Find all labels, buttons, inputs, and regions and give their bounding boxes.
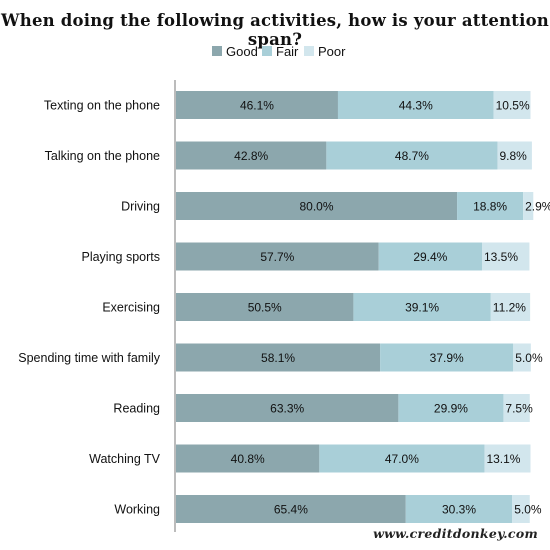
bar-segment-good xyxy=(176,394,399,422)
category-label: Reading xyxy=(113,402,160,416)
bar-segment-poor xyxy=(513,343,531,372)
category-label: Talking on the phone xyxy=(45,149,160,163)
data-label-fair: 44.3% xyxy=(399,99,433,113)
data-label-poor: 10.5% xyxy=(496,99,530,113)
data-label-poor: 5.0% xyxy=(514,503,542,517)
bar-segment-good xyxy=(176,192,458,220)
bar-segment-poor xyxy=(490,293,531,321)
data-label-fair: 18.8% xyxy=(473,200,507,214)
category-label: Playing sports xyxy=(81,250,160,264)
data-label-poor: 2.9% xyxy=(525,200,550,214)
bar-segment-good xyxy=(176,343,381,372)
data-label-fair: 30.3% xyxy=(442,503,476,517)
data-label-good: 57.7% xyxy=(260,250,294,264)
data-label-poor: 13.5% xyxy=(484,250,518,264)
legend-swatch-fair xyxy=(262,46,272,56)
bar-segment-poor xyxy=(482,242,530,271)
data-label-good: 58.1% xyxy=(261,351,295,365)
data-label-poor: 7.5% xyxy=(505,402,533,416)
category-label: Working xyxy=(114,503,160,517)
bar-segment-poor xyxy=(484,444,531,473)
category-label: Spending time with family xyxy=(18,351,160,365)
legend-swatch-good xyxy=(212,46,222,56)
legend: Good Fair Poor xyxy=(0,43,550,61)
watermark: www.creditdonkey.com xyxy=(373,526,538,541)
bar-segment-fair xyxy=(398,394,504,422)
data-label-poor: 5.0% xyxy=(515,351,543,365)
bar-segment-fair xyxy=(326,141,498,170)
category-label: Exercising xyxy=(102,301,160,315)
data-label-good: 50.5% xyxy=(248,301,282,315)
bar-segment-fair xyxy=(378,242,483,271)
chart-title: When doing the following activities, how… xyxy=(1,11,549,49)
category-label: Watching TV xyxy=(89,452,161,466)
data-label-good: 42.8% xyxy=(234,149,268,163)
bar-segment-good xyxy=(176,444,320,473)
bar-segment-poor xyxy=(493,91,531,119)
data-label-good: 46.1% xyxy=(240,99,274,113)
legend-swatch-poor xyxy=(304,46,314,56)
legend-label-fair: Fair xyxy=(276,43,299,59)
bar-segment-good xyxy=(176,495,406,523)
bar-segment-fair xyxy=(337,91,494,119)
bar-segment-fair xyxy=(457,192,524,220)
data-label-good: 80.0% xyxy=(300,200,334,214)
data-label-poor: 11.2% xyxy=(493,301,526,315)
data-label-fair: 37.9% xyxy=(430,351,464,365)
category-label: Driving xyxy=(121,200,160,214)
data-label-fair: 29.9% xyxy=(434,402,468,416)
data-label-good: 65.4% xyxy=(274,503,308,517)
bar-segment-good xyxy=(176,91,338,119)
legend-label-good: Good xyxy=(226,43,258,59)
data-label-poor: 13.1% xyxy=(486,452,520,466)
bar-segment-fair xyxy=(319,444,485,473)
data-label-good: 40.8% xyxy=(231,452,265,466)
bar-segment-fair xyxy=(353,293,491,321)
data-label-fair: 29.4% xyxy=(413,250,447,264)
legend-item-good: Good xyxy=(212,43,258,59)
bar-segment-fair xyxy=(405,495,513,523)
legend-item-fair: Fair xyxy=(262,43,298,59)
legend-item-poor: Poor xyxy=(304,43,345,59)
data-label-poor: 9.8% xyxy=(499,149,527,163)
bar-segment-poor xyxy=(497,141,532,170)
bar-segment-poor xyxy=(512,495,530,523)
bar-segment-fair xyxy=(380,343,514,372)
bar-segment-good xyxy=(176,141,327,170)
category-label: Texting on the phone xyxy=(44,99,160,113)
data-label-good: 63.3% xyxy=(270,402,304,416)
legend-label-poor: Poor xyxy=(318,43,346,59)
bar-segment-poor xyxy=(523,192,534,220)
data-label-fair: 48.7% xyxy=(395,149,429,163)
data-label-fair: 39.1% xyxy=(405,301,439,315)
bar-segment-good xyxy=(176,293,354,321)
data-label-fair: 47.0% xyxy=(385,452,419,466)
bar-segment-good xyxy=(176,242,379,271)
bar-segment-poor xyxy=(503,394,530,422)
